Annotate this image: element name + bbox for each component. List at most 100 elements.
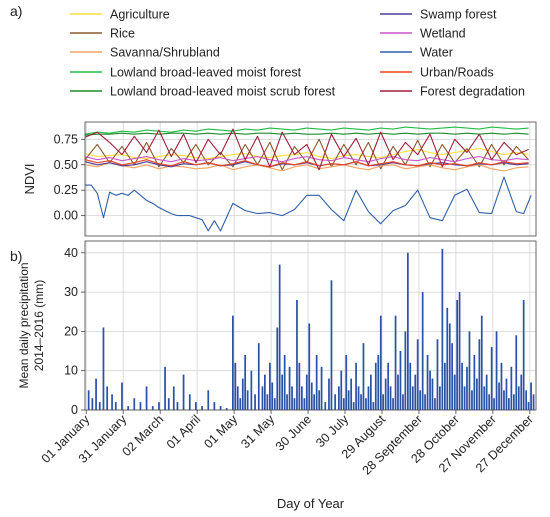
y-tick-label: 20 bbox=[64, 324, 78, 338]
precipitation-bar bbox=[483, 386, 486, 410]
precipitation-bar bbox=[461, 362, 463, 410]
precipitation-bar bbox=[419, 390, 422, 410]
precipitation-bar bbox=[310, 382, 313, 410]
precipitation-bar bbox=[219, 406, 222, 410]
y-tick-label: 0 bbox=[71, 403, 78, 417]
precipitation-bar bbox=[372, 402, 375, 410]
precipitation-bar bbox=[293, 398, 296, 410]
precipitation-bar bbox=[250, 370, 253, 410]
precipitation-bar bbox=[188, 394, 191, 410]
precipitation-bar bbox=[305, 374, 308, 410]
y-axis-label-line: 2014–2016 (mm) bbox=[32, 280, 46, 371]
precipitation-bar bbox=[517, 386, 520, 410]
precipitation-bar bbox=[458, 292, 461, 410]
ndvi-lines bbox=[84, 126, 532, 232]
y-tick-label: 0.00 bbox=[54, 209, 78, 223]
precipitation-bar bbox=[463, 386, 466, 410]
y-tick-label: 30 bbox=[64, 285, 78, 299]
precipitation-bar bbox=[102, 327, 105, 410]
precipitation-bar bbox=[424, 394, 426, 410]
precipitation-bar bbox=[387, 362, 390, 410]
legend-label: Urban/Roads bbox=[420, 66, 494, 80]
precipitation-bar bbox=[416, 339, 419, 410]
precipitation-bar bbox=[355, 362, 357, 410]
precipitation-bar bbox=[448, 323, 451, 410]
precipitation-bar bbox=[308, 323, 311, 410]
precipitation-bar bbox=[414, 374, 417, 410]
x-tick-label: 01 April bbox=[164, 412, 203, 451]
precipitation-bar bbox=[276, 327, 279, 410]
precipitation-bar bbox=[365, 398, 367, 410]
precipitation-bar bbox=[91, 398, 94, 410]
precipitation-bar bbox=[362, 343, 365, 410]
precipitation-bar bbox=[409, 362, 412, 410]
precipitation-bar bbox=[261, 386, 264, 410]
ndvi-plot-frame bbox=[84, 121, 537, 237]
series-line bbox=[84, 132, 529, 136]
precipitation-bar bbox=[283, 355, 286, 410]
precipitation-bar bbox=[488, 394, 491, 410]
ndvi-y-axis-label: NDVI bbox=[22, 163, 37, 194]
precipitation-bar bbox=[298, 362, 301, 410]
legend-label: Agriculture bbox=[110, 8, 170, 22]
series-line bbox=[84, 128, 529, 171]
precipitation-bar bbox=[411, 386, 414, 410]
precipitation-bar bbox=[207, 390, 210, 410]
y-tick-label: 40 bbox=[64, 246, 78, 260]
y-tick-label: 10 bbox=[64, 364, 78, 378]
precipitation-bar bbox=[318, 390, 321, 410]
precipitation-bar bbox=[286, 394, 288, 410]
precipitation-bar bbox=[340, 370, 343, 410]
precipitation-bar bbox=[527, 402, 530, 410]
precipitation-bar bbox=[397, 374, 399, 410]
ndvi-panel: 0.00 0.25 0.50 0.75 NDVI bbox=[22, 121, 537, 237]
precipitation-bar bbox=[225, 408, 228, 410]
precipitation-bar bbox=[234, 362, 237, 410]
precipitation-bar bbox=[271, 382, 274, 410]
precipitation-bar bbox=[382, 394, 385, 410]
precipitation-bar bbox=[453, 374, 456, 410]
precipitation-bar bbox=[151, 406, 154, 410]
x-tick-label: 01 May bbox=[201, 412, 240, 451]
precipitation-bar bbox=[127, 406, 130, 410]
precipitation-bar bbox=[360, 394, 362, 410]
precipitation-bar bbox=[407, 252, 409, 410]
precipitation-bar bbox=[352, 402, 355, 410]
precipitation-bar bbox=[182, 374, 185, 410]
precipitation-bar bbox=[266, 394, 269, 410]
precipitation-bars bbox=[87, 248, 535, 410]
precipitation-grid bbox=[85, 241, 536, 411]
series-line bbox=[84, 156, 529, 163]
precipitation-y-ticks: 0 10 20 30 40 bbox=[64, 246, 85, 417]
y-axis-label-line: Mean daily precipitation bbox=[17, 262, 31, 388]
precipitation-bar bbox=[434, 398, 436, 410]
x-tick-label: 31 May bbox=[238, 412, 277, 451]
legend-label: Water bbox=[420, 46, 453, 60]
precipitation-bar bbox=[273, 398, 276, 410]
precipitation-bar bbox=[288, 366, 291, 410]
series-line bbox=[84, 159, 529, 168]
precipitation-bar bbox=[139, 402, 142, 410]
precipitation-bar bbox=[436, 339, 439, 410]
precipitation-bar bbox=[439, 386, 441, 410]
precipitation-bar bbox=[404, 331, 407, 410]
precipitation-bar bbox=[347, 390, 350, 410]
precipitation-bar bbox=[334, 394, 337, 410]
precipitation-bar bbox=[320, 366, 323, 410]
precipitation-bar bbox=[500, 362, 503, 410]
precipitation-bar bbox=[241, 378, 244, 410]
precipitation-bar bbox=[87, 390, 90, 410]
legend: Agriculture Rice Savanna/Shrubland Lowland … bbox=[70, 8, 525, 99]
precipitation-bar bbox=[493, 398, 495, 410]
precipitation-bar bbox=[145, 386, 148, 410]
precipitation-bar bbox=[121, 382, 123, 410]
legend-label: Savanna/Shrubland bbox=[110, 46, 220, 60]
precipitation-bar bbox=[478, 339, 481, 410]
precipitation-bar bbox=[473, 355, 476, 410]
precipitation-bar bbox=[456, 300, 459, 410]
precipitation-bar bbox=[495, 331, 498, 410]
legend-label: Wetland bbox=[420, 27, 466, 41]
precipitation-bar bbox=[98, 402, 101, 410]
precipitation-bar bbox=[392, 398, 394, 410]
precipitation-bar bbox=[264, 374, 266, 410]
